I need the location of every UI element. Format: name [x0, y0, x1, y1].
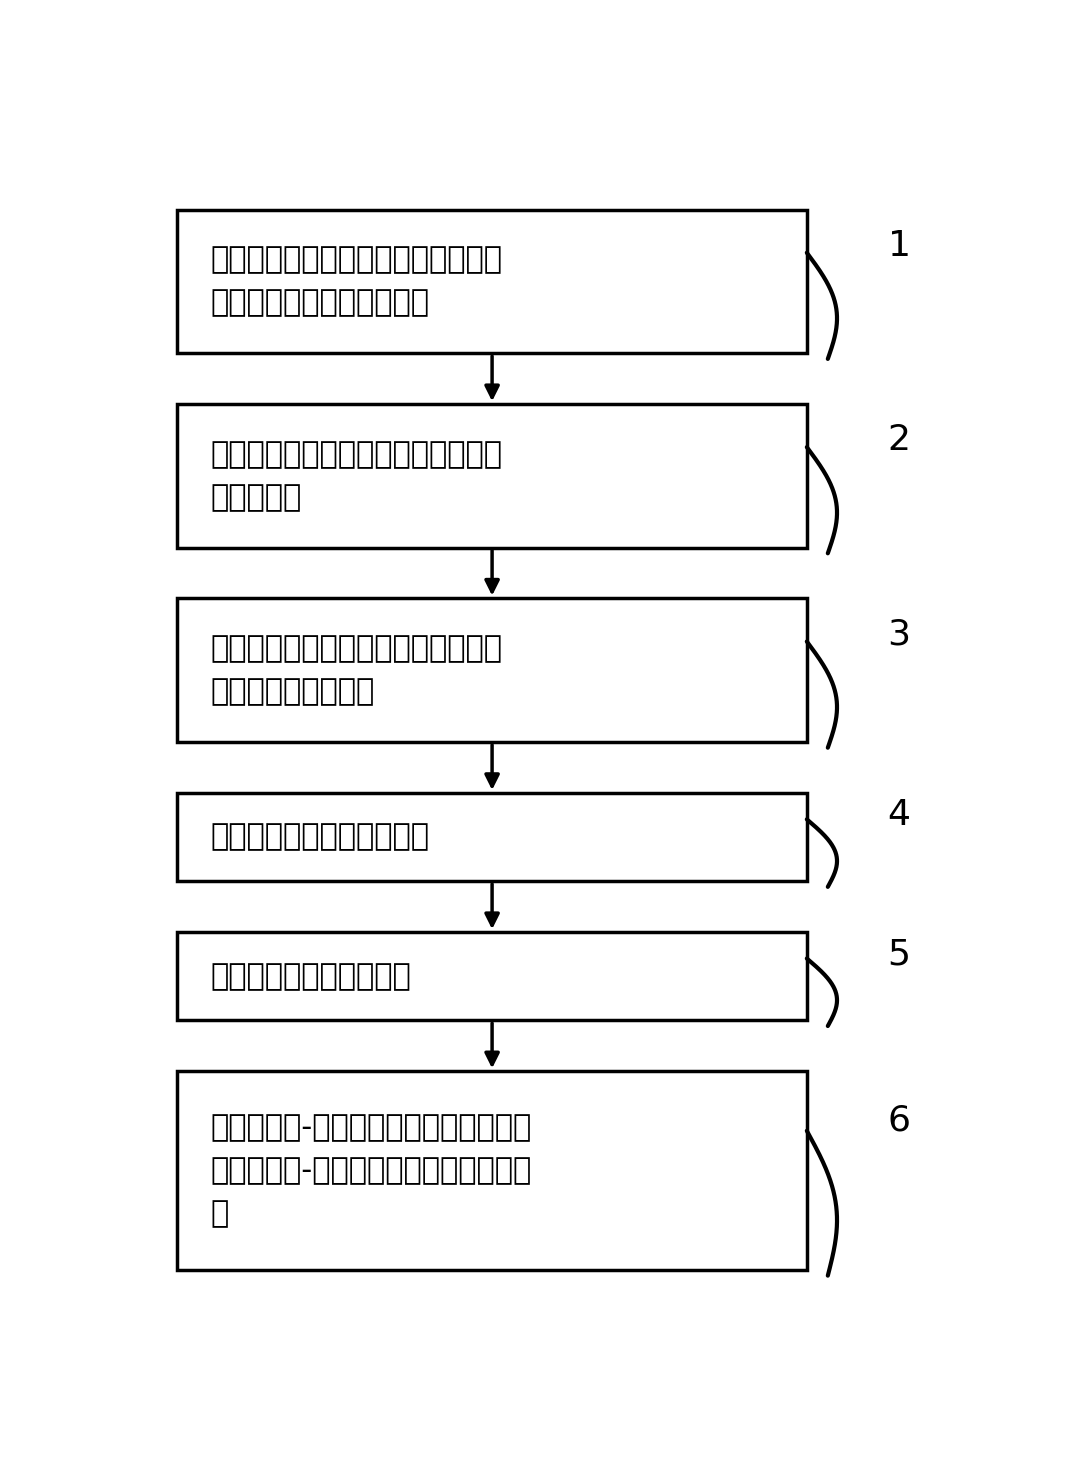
Text: 设计线性切换系统的切换律: 设计线性切换系统的切换律 — [211, 822, 430, 851]
Text: 2: 2 — [888, 423, 911, 457]
Text: 对需设计的一类被激活的线性切换系
统的被控对象状态进行建模: 对需设计的一类被激活的线性切换系 统的被控对象状态进行建模 — [211, 246, 503, 318]
FancyBboxPatch shape — [178, 209, 807, 353]
Text: 5: 5 — [888, 938, 911, 971]
FancyBboxPatch shape — [178, 932, 807, 1020]
Text: 1: 1 — [888, 229, 911, 262]
FancyBboxPatch shape — [178, 404, 807, 548]
Text: 对需设计的动态输出反馈控制器的输
出进行建模: 对需设计的动态输出反馈控制器的输 出进行建模 — [211, 440, 503, 511]
FancyBboxPatch shape — [178, 598, 807, 743]
Text: 定义被控对象和动态输出反馈控制器
的动态事件触发条件: 定义被控对象和动态输出反馈控制器 的动态事件触发条件 — [211, 634, 503, 706]
FancyBboxPatch shape — [178, 1071, 807, 1270]
FancyBboxPatch shape — [178, 793, 807, 882]
Text: 3: 3 — [888, 617, 911, 652]
Text: 4: 4 — [888, 798, 911, 832]
Text: 6: 6 — [888, 1103, 911, 1138]
Text: 对于切换系统，设计条件: 对于切换系统，设计条件 — [211, 961, 412, 990]
Text: 给出传感器-控制器信道最小触发时间间
隔和控制器-执行器信道最小触发时间间
隔: 给出传感器-控制器信道最小触发时间间 隔和控制器-执行器信道最小触发时间间 隔 — [211, 1113, 532, 1228]
